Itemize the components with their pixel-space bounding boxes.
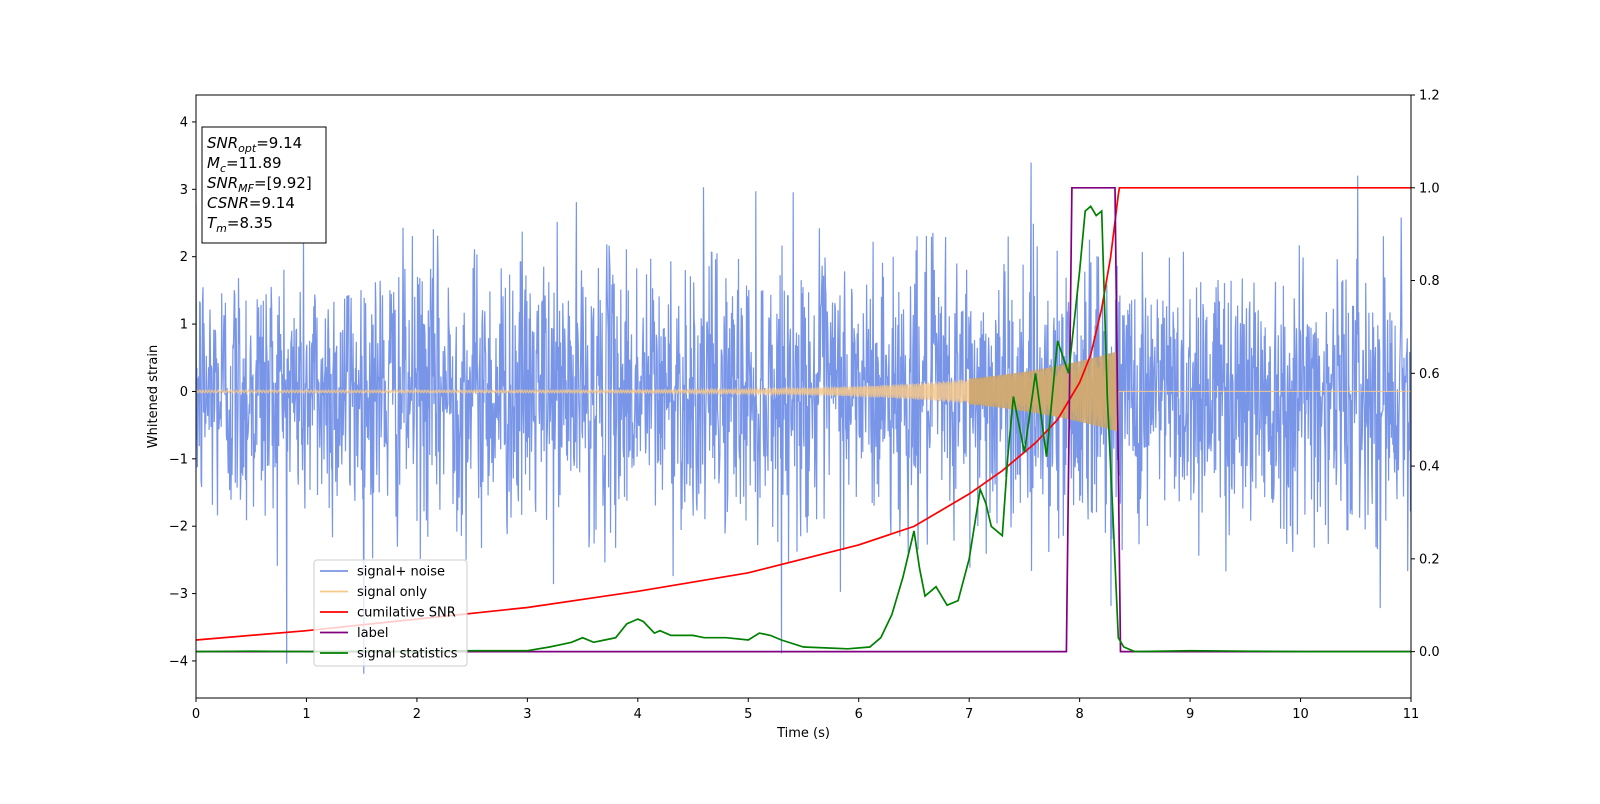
y-tick-label: 2 (180, 250, 188, 265)
y-tick-label: −2 (169, 520, 188, 535)
y-tick-label: 3 (180, 183, 188, 198)
y-tick-label: −1 (169, 452, 188, 467)
axes-frame (195, 94, 1412, 699)
annotation-line: Mc=11.89 (207, 154, 282, 175)
annotation-line: SNRMF=[9.92] (207, 174, 312, 195)
x-tick-label: 5 (744, 707, 752, 722)
series-signal-noise (196, 162, 1411, 674)
y-axis-label: Whitened strain (146, 345, 161, 448)
annotation-line: Tm=8.35 (207, 214, 273, 235)
y2-tick-label: 0.6 (1419, 367, 1440, 382)
x-tick-label: 7 (965, 707, 973, 722)
x-tick-label: 4 (634, 707, 642, 722)
x-tick-label: 1 (302, 707, 310, 722)
legend-frame (313, 559, 468, 667)
y2-tick-label: 0.0 (1419, 645, 1440, 660)
legend-label: signal statistics (357, 647, 458, 662)
annotation-line: SNRopt=9.14 (207, 134, 302, 155)
annotation-frame (201, 126, 327, 244)
series-signal-only (196, 353, 1411, 432)
x-tick-label: 3 (523, 707, 531, 722)
y2-tick-label: 0.2 (1419, 552, 1440, 567)
legend-label: signal only (357, 585, 427, 600)
y2-tick-label: 0.8 (1419, 274, 1440, 289)
y2-tick-label: 1.2 (1419, 89, 1440, 104)
x-tick-label: 9 (1186, 707, 1194, 722)
series-cumulative-snr (196, 186, 1411, 641)
x-tick-label: 6 (855, 707, 863, 722)
annotation-box: SNRopt=9.14Mc=11.89SNRMF=[9.92]CSNR=9.14… (201, 126, 327, 244)
data-layer (196, 162, 1411, 674)
annotation-line: CSNR=9.14 (207, 194, 295, 212)
x-tick-label: 10 (1292, 707, 1309, 722)
y-tick-label: −3 (169, 587, 188, 602)
y-tick-label: 4 (180, 115, 188, 130)
y-tick-label: 1 (180, 318, 188, 333)
y2-tick-label: 1.0 (1419, 181, 1440, 196)
ticks-layer: 0 1 2 3 4 5 6 7 8 9 10 11 −4 −3 −2 −1 0 1 2 3 4 0.0 0.2 0.4 0.6 0… (169, 89, 1440, 723)
x-tick-label: 0 (192, 707, 200, 722)
x-axis-label: Time (s) (776, 726, 830, 741)
legend-label: cumilative SNR (357, 606, 456, 621)
y2-tick-label: 0.4 (1419, 460, 1440, 475)
y-tick-label: 0 (180, 385, 188, 400)
x-tick-label: 11 (1403, 707, 1420, 722)
series-signal-statistics (196, 204, 1411, 653)
legend-label: signal+ noise (357, 565, 445, 580)
y-tick-label: −4 (169, 654, 188, 669)
x-tick-label: 8 (1075, 707, 1083, 722)
legend: signal+ noise signal only cumilative SNR la… (313, 559, 468, 667)
x-tick-label: 2 (413, 707, 421, 722)
legend-label: label (357, 626, 388, 641)
signal-envelope (969, 351, 1119, 432)
